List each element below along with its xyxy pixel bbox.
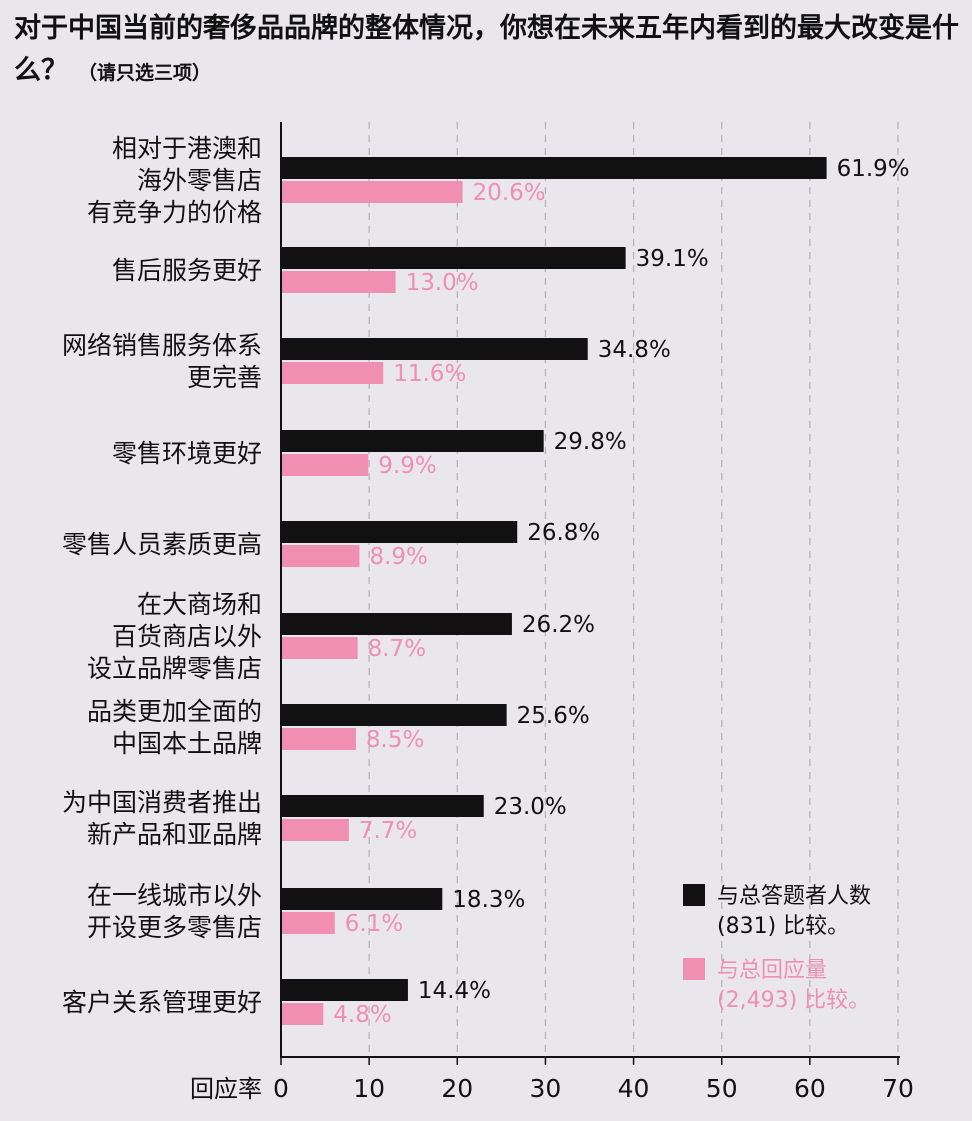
bar-respondents xyxy=(281,521,518,543)
x-tick-label: 30 xyxy=(530,1074,562,1103)
value-label-respondents: 61.9% xyxy=(837,156,910,182)
bars xyxy=(281,157,827,1025)
bar-respondents xyxy=(281,979,408,1001)
chart-title-block: 对于中国当前的奢侈品品牌的整体情况，你想在未来五年内看到的最大改变是什么？ （请只… xyxy=(14,8,966,94)
bar-respondents xyxy=(281,247,626,269)
bar-respondents xyxy=(281,888,443,910)
x-tick-label: 40 xyxy=(618,1074,650,1103)
x-tick-label: 60 xyxy=(794,1074,826,1103)
value-label-responses: 7.7% xyxy=(359,818,417,844)
chart-title-note: （请只选三项） xyxy=(78,62,212,84)
category-label: 客户关系管理更好 xyxy=(62,988,262,1017)
value-label-responses: 9.9% xyxy=(378,453,436,479)
value-label-respondents: 26.2% xyxy=(522,612,595,638)
category-label: 为中国消费者推出新产品和亚品牌 xyxy=(62,788,262,849)
x-tick-label: 70 xyxy=(882,1074,914,1103)
category-label: 网络销售服务体系更完善 xyxy=(62,331,262,392)
category-label: 品类更加全面的中国本土品牌 xyxy=(87,697,262,758)
value-label-respondents: 14.4% xyxy=(418,978,491,1004)
bar-responses xyxy=(281,912,335,934)
bar-respondents xyxy=(281,613,512,635)
bar-respondents xyxy=(281,338,588,360)
value-label-respondents: 25.6% xyxy=(517,703,590,729)
value-label-responses: 13.0% xyxy=(406,270,479,296)
x-tick-label: 10 xyxy=(353,1074,385,1103)
category-label: 零售环境更好 xyxy=(112,439,262,468)
category-labels: 相对于港澳和海外零售店有竞争力的价格售后服务更好网络销售服务体系更完善零售环境更… xyxy=(62,134,262,1017)
category-label: 在大商场和百货商店以外设立品牌零售店 xyxy=(87,590,262,683)
category-label: 相对于港澳和海外零售店有竞争力的价格 xyxy=(87,134,262,227)
value-label-responses: 20.6% xyxy=(473,180,546,206)
bar-respondents xyxy=(281,704,507,726)
value-label-responses: 8.7% xyxy=(368,636,426,662)
value-label-respondents: 39.1% xyxy=(636,246,709,272)
value-label-responses: 11.6% xyxy=(393,361,466,387)
bar-responses xyxy=(281,728,356,750)
x-tick-label: 20 xyxy=(441,1074,473,1103)
category-label: 售后服务更好 xyxy=(112,256,262,285)
x-axis-label: 回应率 xyxy=(190,1075,262,1103)
bar-responses xyxy=(281,454,369,476)
bar-responses xyxy=(281,637,358,659)
legend-swatch-respondents xyxy=(683,884,705,906)
bar-responses xyxy=(281,819,349,841)
bar-responses xyxy=(281,545,360,567)
legend-swatch-responses xyxy=(683,958,705,980)
value-label-responses: 8.5% xyxy=(366,727,424,753)
bar-responses xyxy=(281,271,396,293)
legend-label-responses: 与总回应量(2,493) 比较。 xyxy=(717,958,870,1013)
value-label-responses: 6.1% xyxy=(345,911,403,937)
value-label-respondents: 29.8% xyxy=(554,429,627,455)
value-label-respondents: 23.0% xyxy=(494,794,567,820)
value-labels: 61.9% 20.6% 39.1% 13.0% 34.8% 11.6% 29.8% 9.9% 2… xyxy=(333,156,909,1028)
value-label-responses: 4.8% xyxy=(333,1002,391,1028)
value-label-respondents: 18.3% xyxy=(452,887,525,913)
x-tick-label: 50 xyxy=(706,1074,738,1103)
bar-respondents xyxy=(281,430,544,452)
value-label-respondents: 26.8% xyxy=(527,520,600,546)
category-label: 零售人员素质更高 xyxy=(62,530,262,559)
value-label-respondents: 34.8% xyxy=(598,337,671,363)
axes: 0 10 20 30 40 50 60 70 回应率 xyxy=(190,122,914,1103)
bar-responses xyxy=(281,181,463,203)
value-label-responses: 8.9% xyxy=(369,544,427,570)
category-label: 在一线城市以外开设更多零售店 xyxy=(87,881,262,942)
legend: 与总答题者人数(831) 比较。与总回应量(2,493) 比较。 xyxy=(683,884,871,1013)
bar-responses xyxy=(281,1003,324,1025)
legend-label-respondents: 与总答题者人数(831) 比较。 xyxy=(717,884,871,939)
bar-respondents xyxy=(281,157,827,179)
x-tick-label: 0 xyxy=(273,1074,289,1103)
chart-title: 对于中国当前的奢侈品品牌的整体情况，你想在未来五年内看到的最大改变是什么？ xyxy=(14,13,959,86)
bar-respondents xyxy=(281,795,484,817)
bar-responses xyxy=(281,362,384,384)
